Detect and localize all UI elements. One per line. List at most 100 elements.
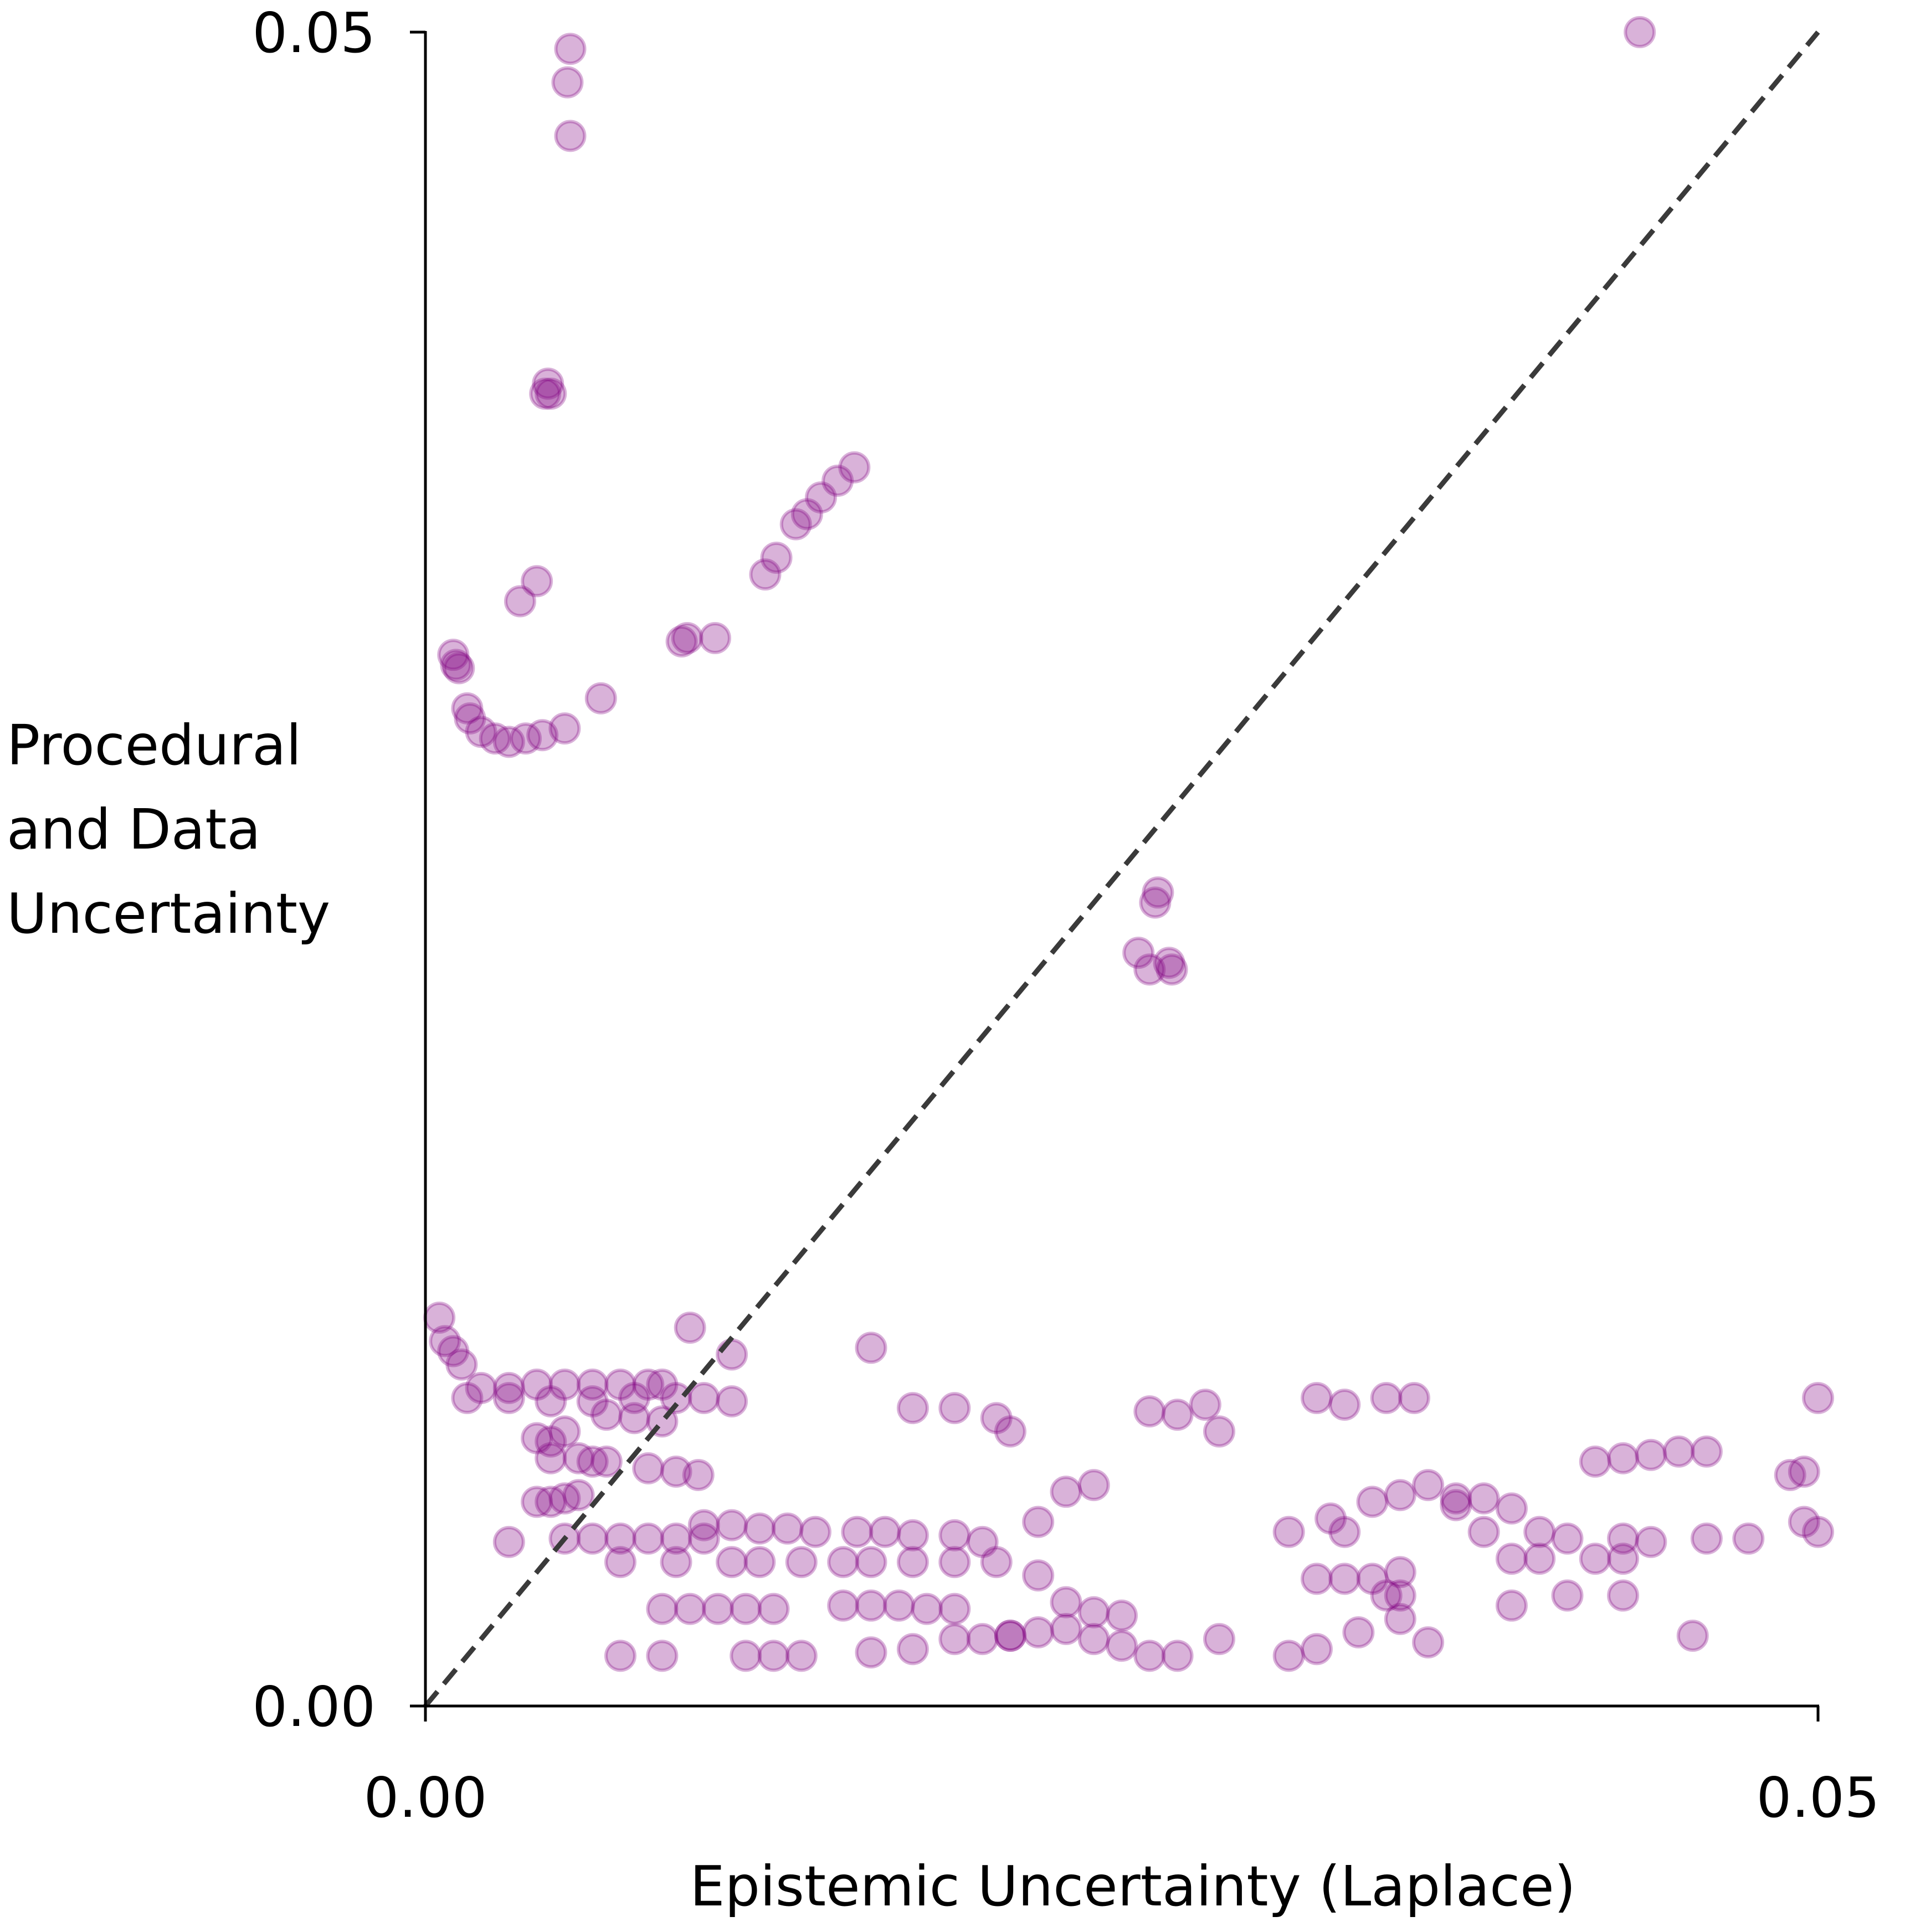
scatter-point bbox=[699, 621, 731, 654]
scatter-point bbox=[749, 558, 782, 591]
scatter-point bbox=[604, 1546, 636, 1579]
scatter-point bbox=[1551, 1579, 1584, 1612]
scatter-point bbox=[827, 1546, 860, 1579]
scatter-point bbox=[1077, 1469, 1110, 1502]
scatter-point bbox=[804, 481, 837, 514]
scatter-point bbox=[554, 120, 587, 152]
scatter-point bbox=[535, 1486, 567, 1518]
scatter-point bbox=[1161, 1399, 1194, 1431]
scatter-point bbox=[492, 1371, 525, 1404]
scatter-point bbox=[504, 585, 536, 618]
scatter-point bbox=[855, 1546, 887, 1579]
scatter-point bbox=[994, 1415, 1026, 1448]
scatter-point bbox=[1328, 1515, 1361, 1548]
scatter-point bbox=[632, 1522, 665, 1555]
scatter-point bbox=[779, 508, 812, 541]
scatter-point bbox=[632, 1452, 665, 1484]
scatter-point bbox=[1189, 1389, 1221, 1421]
scatter-point bbox=[980, 1546, 1013, 1579]
scatter-point bbox=[646, 1640, 679, 1672]
scatter-point bbox=[716, 1338, 748, 1371]
scatter-point bbox=[1133, 953, 1166, 986]
scatter-point bbox=[771, 1512, 804, 1545]
scatter-point bbox=[841, 1515, 874, 1548]
scatter-point bbox=[716, 1385, 748, 1417]
scatter-point bbox=[1551, 1522, 1584, 1555]
scatter-point bbox=[618, 1402, 651, 1435]
y-axis-label-line-1: Procedural bbox=[7, 713, 301, 778]
scatter-point bbox=[604, 1368, 636, 1401]
scatter-point bbox=[1384, 1579, 1416, 1612]
scatter-point bbox=[443, 652, 475, 685]
scatter-point bbox=[1077, 1623, 1110, 1656]
scatter-point bbox=[1022, 1616, 1055, 1649]
scatter-point bbox=[1579, 1543, 1611, 1575]
scatter-point bbox=[532, 367, 564, 400]
scatter-point bbox=[551, 66, 584, 99]
scatter-point bbox=[1662, 1435, 1695, 1468]
scatter-point bbox=[938, 1546, 971, 1579]
scatter-point bbox=[994, 1620, 1026, 1652]
scatter-point bbox=[1774, 1458, 1806, 1491]
scatter-point bbox=[1314, 1502, 1347, 1535]
scatter-point bbox=[1440, 1489, 1472, 1522]
scatter-point bbox=[1161, 1640, 1194, 1672]
scatter-point bbox=[660, 1522, 692, 1555]
scatter-point bbox=[855, 1636, 887, 1669]
scatter-point bbox=[1495, 1492, 1528, 1525]
scatter-point bbox=[1635, 1438, 1667, 1471]
scatter-point bbox=[618, 1381, 651, 1414]
scatter-point bbox=[665, 625, 698, 658]
scatter-point bbox=[1133, 1395, 1166, 1428]
scatter-point bbox=[1370, 1381, 1403, 1414]
scatter-point bbox=[576, 1522, 609, 1555]
scatter-point bbox=[576, 1445, 609, 1478]
scatter-point bbox=[687, 1522, 720, 1555]
scatter-point bbox=[1467, 1482, 1500, 1515]
scatter-point bbox=[1384, 1556, 1416, 1589]
scatter-point bbox=[521, 1486, 553, 1518]
x-tick-label: 0.00 bbox=[364, 1765, 487, 1830]
scatter-point bbox=[660, 1455, 692, 1488]
scatter-points bbox=[423, 16, 1834, 1672]
scatter-point bbox=[1607, 1579, 1640, 1612]
scatter-point bbox=[1050, 1586, 1082, 1618]
scatter-point bbox=[1440, 1482, 1472, 1515]
scatter-point bbox=[1788, 1455, 1820, 1488]
scatter-point bbox=[785, 1546, 818, 1579]
scatter-point bbox=[1300, 1563, 1333, 1595]
scatter-point bbox=[437, 639, 470, 671]
scatter-point bbox=[521, 565, 553, 598]
scatter-point bbox=[492, 1525, 525, 1558]
scatter-point bbox=[896, 1519, 929, 1551]
scatter-point bbox=[1077, 1596, 1110, 1628]
scatter-point bbox=[716, 1546, 748, 1579]
scatter-point bbox=[701, 1592, 734, 1625]
scatter-point bbox=[743, 1546, 776, 1579]
y-tick-label: 0.00 bbox=[252, 1674, 376, 1739]
scatter-point bbox=[855, 1589, 887, 1622]
scatter-point bbox=[730, 1592, 762, 1625]
scatter-point bbox=[548, 1368, 581, 1401]
scatter-point bbox=[451, 692, 484, 724]
scatter-point bbox=[966, 1525, 999, 1558]
scatter-point bbox=[757, 1592, 790, 1625]
scatter-point bbox=[554, 33, 587, 65]
scatter-point bbox=[716, 1509, 748, 1542]
scatter-point bbox=[671, 621, 704, 654]
scatter-point bbox=[590, 1399, 623, 1431]
x-axis-label: Epistemic Uncertainty (Laplace) bbox=[690, 1854, 1575, 1919]
scatter-point bbox=[799, 1515, 831, 1548]
scatter-point bbox=[869, 1515, 901, 1548]
scatter-point bbox=[576, 1368, 609, 1401]
scatter-point bbox=[646, 1592, 679, 1625]
scatter-point bbox=[730, 1640, 762, 1672]
scatter-point bbox=[896, 1546, 929, 1579]
scatter-point bbox=[882, 1589, 915, 1622]
scatter-point bbox=[1272, 1640, 1305, 1672]
scatter-point bbox=[1523, 1543, 1556, 1575]
scatter-point bbox=[1788, 1505, 1820, 1538]
scatter-point bbox=[1607, 1522, 1640, 1555]
scatter-point bbox=[790, 498, 823, 531]
